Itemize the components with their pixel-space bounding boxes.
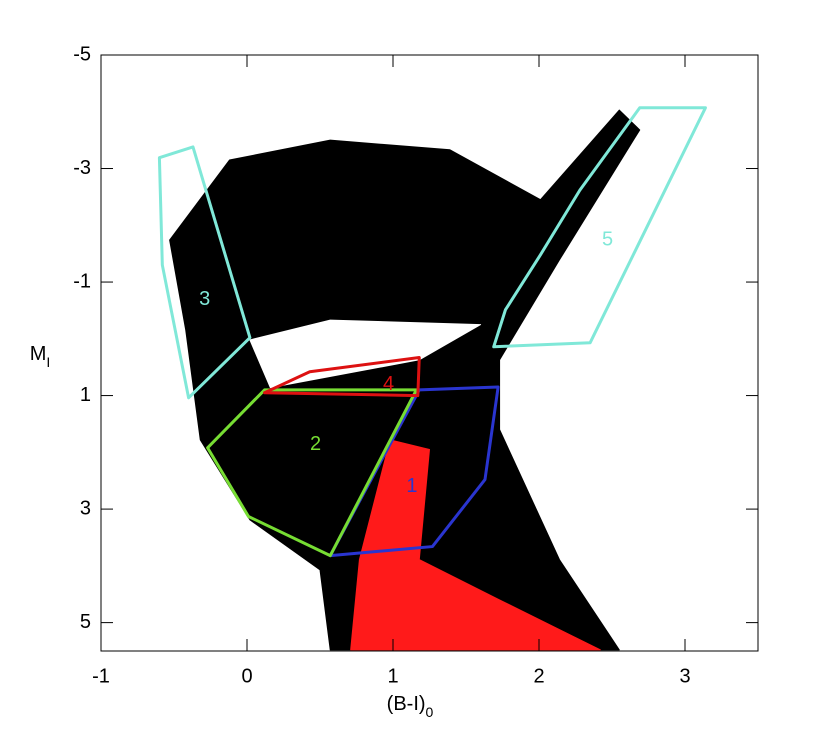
y-tick-label: 3 <box>80 497 91 519</box>
y-tick-label: 5 <box>80 611 91 633</box>
y-tick-label: -1 <box>73 270 91 292</box>
plot-frame <box>100 54 759 652</box>
y-label-main: M <box>30 343 47 365</box>
selection-box <box>206 388 418 558</box>
y-label-sub: I <box>46 354 50 370</box>
x-label-sub: 0 <box>426 704 434 720</box>
x-label-main: (B-I) <box>387 693 426 715</box>
y-tick-label: -5 <box>73 43 91 65</box>
x-tick-label: -1 <box>92 665 110 687</box>
box-label: 3 <box>199 288 210 310</box>
y-tick-label: 1 <box>80 384 91 406</box>
density-region <box>350 439 601 651</box>
selection-box <box>492 106 707 349</box>
x-axis-label: (B-I)0 <box>387 693 434 719</box>
y-axis-label: MI <box>30 343 51 369</box>
box-label: 5 <box>602 228 613 250</box>
box-label: 1 <box>406 475 417 497</box>
x-tick-label: 0 <box>241 665 252 687</box>
x-tick-label: 3 <box>679 665 690 687</box>
selection-box <box>157 145 252 400</box>
box-label: 2 <box>310 433 321 455</box>
x-tick-label: 2 <box>533 665 544 687</box>
box-label: 4 <box>383 373 394 395</box>
y-tick-label: -3 <box>73 157 91 179</box>
selection-box <box>263 356 421 398</box>
x-tick-label: 1 <box>387 665 398 687</box>
density-region <box>249 319 482 389</box>
plot-area <box>157 106 707 651</box>
